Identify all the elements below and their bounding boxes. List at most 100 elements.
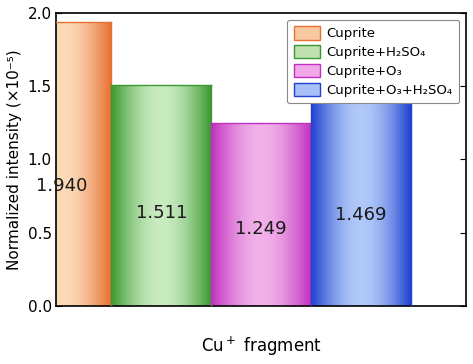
Bar xyxy=(97,22,98,306)
Bar xyxy=(367,91,368,306)
Bar xyxy=(11,22,12,306)
Bar xyxy=(72,22,73,306)
Bar xyxy=(309,123,310,306)
Bar xyxy=(410,91,411,306)
Bar xyxy=(95,22,96,306)
Bar xyxy=(28,22,29,306)
Bar xyxy=(210,84,211,306)
Bar xyxy=(32,22,33,306)
Bar xyxy=(65,22,66,306)
Bar xyxy=(89,22,90,306)
Bar xyxy=(71,22,72,306)
Bar xyxy=(215,123,216,306)
Bar xyxy=(313,91,314,306)
Bar xyxy=(141,84,142,306)
Bar xyxy=(172,84,173,306)
Bar xyxy=(327,91,328,306)
Bar xyxy=(175,84,176,306)
Bar xyxy=(189,84,190,306)
Bar xyxy=(384,91,385,306)
Bar xyxy=(132,84,133,306)
Bar xyxy=(96,22,97,306)
Bar xyxy=(262,123,263,306)
Bar xyxy=(253,123,254,306)
Bar xyxy=(162,84,163,306)
Bar xyxy=(263,123,264,306)
Bar xyxy=(383,91,384,306)
Bar xyxy=(54,22,55,306)
Bar xyxy=(113,84,114,306)
Bar xyxy=(312,91,313,306)
Bar xyxy=(353,91,354,306)
Bar xyxy=(349,91,350,306)
Bar xyxy=(93,22,94,306)
Bar xyxy=(324,91,325,306)
Bar xyxy=(300,123,301,306)
Bar xyxy=(289,123,290,306)
Bar xyxy=(80,22,81,306)
Bar xyxy=(81,22,82,306)
Bar xyxy=(78,22,79,306)
Bar xyxy=(277,123,278,306)
Bar xyxy=(213,123,214,306)
Bar xyxy=(278,123,279,306)
Bar xyxy=(375,91,376,306)
Bar xyxy=(98,22,99,306)
Bar xyxy=(365,91,366,306)
Bar xyxy=(106,22,107,306)
Bar xyxy=(164,84,165,306)
Bar xyxy=(14,22,15,306)
Bar xyxy=(255,123,256,306)
Bar xyxy=(152,84,153,306)
Bar xyxy=(233,123,234,306)
Bar xyxy=(59,22,60,306)
Bar xyxy=(304,123,305,306)
Bar xyxy=(279,123,280,306)
Bar xyxy=(333,91,334,306)
Bar xyxy=(107,22,108,306)
Bar xyxy=(39,22,40,306)
Bar xyxy=(394,91,395,306)
Bar xyxy=(328,91,329,306)
Legend: Cuprite, Cuprite+H₂SO₄, Cuprite+O₃, Cuprite+O₃+H₂SO₄: Cuprite, Cuprite+H₂SO₄, Cuprite+O₃, Cupr… xyxy=(287,20,459,103)
Bar xyxy=(346,91,347,306)
Bar xyxy=(56,22,57,306)
Bar xyxy=(173,84,174,306)
Bar xyxy=(311,91,312,306)
Bar xyxy=(301,123,302,306)
Bar xyxy=(242,123,243,306)
Bar xyxy=(126,84,127,306)
Bar xyxy=(24,22,25,306)
Bar xyxy=(131,84,132,306)
Bar xyxy=(70,22,71,306)
Bar xyxy=(151,84,152,306)
Bar xyxy=(389,91,390,306)
Bar xyxy=(221,123,222,306)
Bar xyxy=(117,84,118,306)
Bar xyxy=(325,91,326,306)
Bar xyxy=(150,84,151,306)
Bar xyxy=(379,91,380,306)
Bar xyxy=(246,123,247,306)
Bar xyxy=(322,91,323,306)
Bar xyxy=(224,123,225,306)
Bar xyxy=(26,22,27,306)
Bar xyxy=(166,84,167,306)
Bar xyxy=(130,84,131,306)
Bar xyxy=(62,22,63,306)
Bar xyxy=(390,91,391,306)
Bar xyxy=(397,91,398,306)
Bar xyxy=(347,91,348,306)
Bar xyxy=(270,123,271,306)
Bar xyxy=(194,84,195,306)
Bar xyxy=(364,91,365,306)
Bar xyxy=(225,123,226,306)
Bar xyxy=(271,123,272,306)
Bar xyxy=(45,22,46,306)
Bar xyxy=(183,84,184,306)
Bar xyxy=(230,123,231,306)
Bar xyxy=(274,123,275,306)
Bar xyxy=(337,91,338,306)
Bar xyxy=(180,84,181,306)
Bar xyxy=(207,84,208,306)
